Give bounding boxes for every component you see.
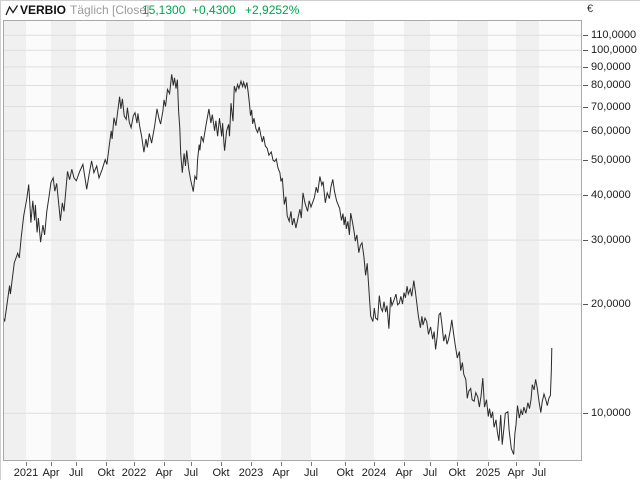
y-axis-label: 50,0000 <box>591 153 631 166</box>
x-axis-label: Jul <box>68 467 84 479</box>
x-axis-tick <box>221 462 222 466</box>
x-axis-label: Okt <box>336 467 354 479</box>
plot-frame <box>3 20 582 461</box>
chart-header: VERBIO Täglich [Close] 15,1300 +0,4300 +… <box>1 1 640 20</box>
y-axis-tick <box>583 159 588 161</box>
y-axis-label: 70,0000 <box>591 100 631 113</box>
x-axis-label: Apr <box>155 467 173 479</box>
y-axis-label: 10,0000 <box>591 407 631 420</box>
y-axis-label: 80,0000 <box>591 79 631 92</box>
x-axis-tick <box>281 462 282 466</box>
x-axis-label: Okt <box>97 467 115 479</box>
currency-symbol: € <box>587 3 594 15</box>
x-axis-label: Jul <box>531 467 547 479</box>
y-axis-tick <box>583 35 588 37</box>
x-axis-tick <box>516 462 517 466</box>
x-axis-label: Jul <box>303 467 319 479</box>
y-axis-label: 60,0000 <box>591 124 631 137</box>
x-axis-label: Okt <box>448 467 466 479</box>
x-axis-tick <box>488 462 489 466</box>
price-change: +0,4300 <box>192 3 236 17</box>
x-axis-label: 2024 <box>361 467 387 479</box>
x-axis-tick <box>539 462 540 466</box>
timeframe-label: Täglich [Close] <box>70 3 150 17</box>
x-axis-label: Okt <box>212 467 230 479</box>
chart-plot-area[interactable] <box>3 20 582 461</box>
y-axis: € 110,0000 100,0000 90,0000 80,0000 70,0000 6… <box>582 1 640 481</box>
x-axis-label: Jul <box>183 467 199 479</box>
symbol-label: VERBIO <box>20 3 67 17</box>
price-change-percent: +2,9252% <box>245 3 300 17</box>
x-axis-tick <box>457 462 458 466</box>
y-axis-tick <box>583 66 588 68</box>
x-axis-tick <box>134 462 135 466</box>
x-axis-label: 2021 <box>13 467 39 479</box>
x-axis-tick <box>106 462 107 466</box>
x-axis: 2021 Apr Jul Okt 2022 Apr Jul Okt 2023 Apr Jul Okt 2… <box>1 461 640 481</box>
x-axis-tick <box>404 462 405 466</box>
y-axis-tick <box>583 304 588 306</box>
y-axis-label: 90,0000 <box>591 60 631 73</box>
y-axis-tick <box>583 240 588 242</box>
x-axis-label: Apr <box>272 467 290 479</box>
x-axis-label: 2023 <box>238 467 264 479</box>
y-axis-tick <box>583 106 588 108</box>
x-axis-label: Jul <box>422 467 438 479</box>
line-chart-icon <box>5 5 19 16</box>
price-line <box>3 74 553 455</box>
x-axis-tick <box>51 462 52 466</box>
x-axis-tick <box>345 462 346 466</box>
y-axis-label: 100,0000 <box>591 44 637 57</box>
x-axis-tick <box>191 462 192 466</box>
y-axis-tick <box>583 194 588 196</box>
y-axis-tick <box>583 50 588 52</box>
x-axis-label: 2025 <box>475 467 501 479</box>
y-axis-label: 40,0000 <box>591 188 631 201</box>
last-price: 15,1300 <box>142 3 186 17</box>
x-axis-tick <box>430 462 431 466</box>
y-axis-label: 20,0000 <box>591 298 631 311</box>
x-axis-tick <box>76 462 77 466</box>
x-axis-label: 2022 <box>121 467 147 479</box>
x-axis-tick <box>164 462 165 466</box>
price-chart-svg <box>3 20 582 461</box>
x-axis-label: Apr <box>507 467 525 479</box>
x-axis-label: Apr <box>42 467 60 479</box>
x-axis-label: Apr <box>395 467 413 479</box>
x-axis-tick <box>251 462 252 466</box>
y-axis-tick <box>583 130 588 132</box>
y-axis-label: 30,0000 <box>591 234 631 247</box>
y-axis-tick <box>583 85 588 87</box>
y-axis-tick <box>583 413 588 415</box>
x-axis-tick <box>26 462 27 466</box>
x-axis-tick <box>311 462 312 466</box>
x-axis-tick <box>374 462 375 466</box>
y-axis-label: 110,0000 <box>591 29 637 42</box>
